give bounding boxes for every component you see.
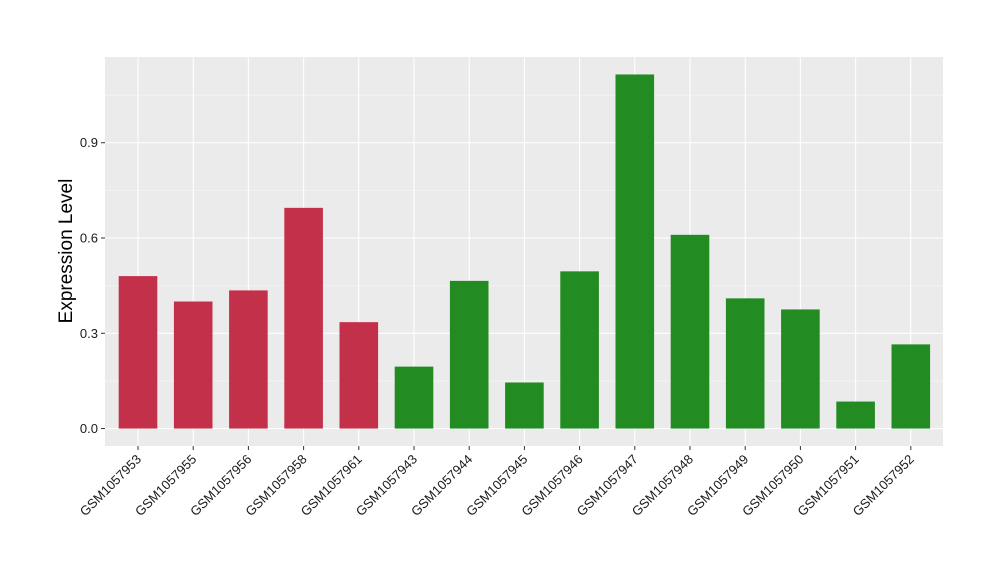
y-tick-label: 0.3 [80, 326, 98, 341]
bar-GSM1057944 [449, 280, 489, 429]
bars [118, 74, 931, 429]
bar-GSM1057947 [615, 74, 655, 429]
bar-GSM1057943 [394, 366, 434, 429]
bar-GSM1057948 [670, 234, 710, 429]
bar-GSM1057955 [173, 301, 213, 429]
bar-GSM1057961 [339, 322, 379, 429]
y-tick-label: 0.6 [80, 231, 98, 246]
bar-GSM1057953 [118, 276, 158, 429]
y-axis: 0.0 0.3 0.6 0.9 [80, 135, 105, 436]
bar-GSM1057952 [891, 344, 931, 429]
bar-GSM1057945 [505, 382, 544, 429]
bar-GSM1057946 [560, 271, 599, 429]
y-axis-title: Expression Level [56, 179, 77, 324]
bar-GSM1057949 [725, 298, 765, 429]
y-tick-label: 0.9 [80, 135, 98, 150]
bar-GSM1057950 [781, 309, 820, 429]
x-axis: GSM1057953GSM1057955GSM1057956GSM1057958… [77, 446, 917, 519]
y-tick-label: 0.0 [80, 421, 98, 436]
bar-GSM1057958 [284, 207, 323, 429]
bar-GSM1057956 [229, 290, 268, 429]
bar-GSM1057951 [836, 401, 875, 429]
